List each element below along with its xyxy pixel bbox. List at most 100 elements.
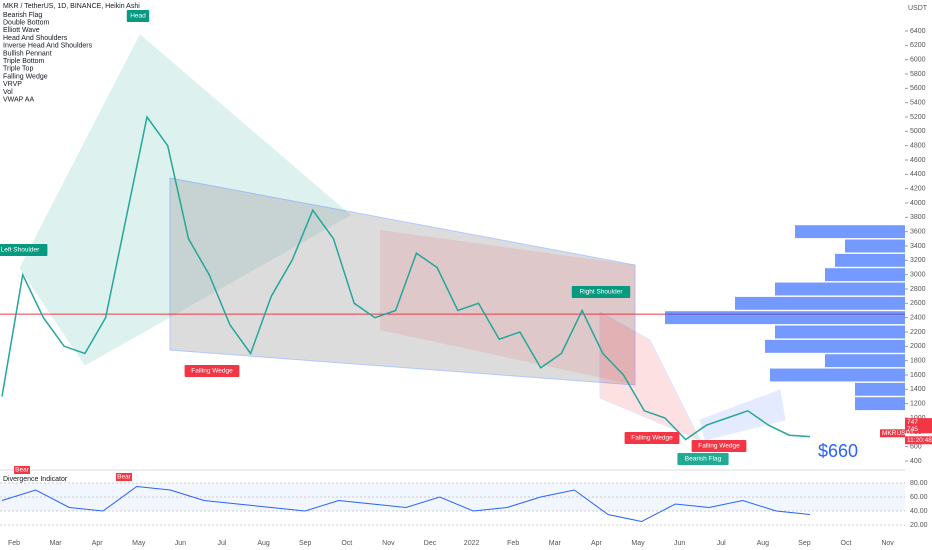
chart-title: MKR / TetherUS, 1D, BINANCE, Heikin Ashi [3, 3, 140, 10]
annotation-box [691, 440, 747, 452]
indicator-item: Inverse Head And Shoulders [3, 43, 93, 50]
indicator-item: Double Bottom [3, 20, 49, 27]
y-tick-label: 4200 [910, 186, 926, 193]
x-tick-label: Jun [175, 540, 186, 547]
y-tick-label: 4600 [910, 157, 926, 164]
annotation-box [571, 286, 631, 298]
x-tick-label: Feb [8, 540, 20, 547]
annotation-box [0, 244, 48, 256]
annotation-box [677, 453, 729, 465]
x-tick-label: Jul [218, 540, 227, 547]
y-tick-label: 2000 [910, 343, 926, 350]
signal-label: Bear [15, 467, 30, 474]
y-tick-label: 600 [910, 444, 922, 451]
series-line [1, 485, 811, 523]
volume-profile-bar [845, 239, 905, 253]
price-callout: $660 [818, 441, 858, 461]
price-label: 745 [907, 426, 918, 433]
y-tick-label: 3200 [910, 257, 926, 264]
y-tick-label: 3600 [910, 229, 926, 236]
volume-profile-bar [855, 397, 905, 411]
y-tick-label: 6400 [910, 28, 926, 35]
y-tick-label: 1800 [910, 358, 926, 365]
indicator-item: Bearish Flag [3, 12, 42, 19]
price-label-box [905, 418, 932, 427]
y-tick-label: 60.00 [910, 494, 928, 501]
indicator-item: Vol [3, 89, 13, 96]
x-tick-label: May [631, 540, 645, 547]
price-label: 747 [907, 419, 918, 426]
y-tick-label: 20.00 [910, 522, 928, 529]
y-tick-label: 400 [910, 458, 922, 465]
x-tick-label: Dec [424, 540, 437, 547]
bearish-flag [699, 389, 786, 441]
y-tick-label: 4000 [910, 200, 926, 207]
y-tick-label: 3000 [910, 272, 926, 279]
y-tick-label: 1400 [910, 386, 926, 393]
volume-profile-bar [665, 311, 905, 325]
annotation-label: Right Shoulder [580, 289, 624, 296]
indicator-title: Divergence Indicator [3, 476, 68, 483]
countdown: 11:20:48 [907, 437, 932, 444]
annotation-box [184, 365, 240, 377]
x-tick-label: Nov [881, 540, 894, 547]
y-tick-label: 5600 [910, 85, 926, 92]
wedge-pattern [169, 177, 636, 386]
x-tick-label: Jul [717, 540, 726, 547]
indicator-item: Bullish Pennant [3, 50, 52, 57]
volume-profile-bar [775, 325, 905, 339]
indicator-item: VWAP AA [3, 97, 34, 104]
y-tick-label: 2400 [910, 315, 926, 322]
annotation-label: Head [130, 13, 146, 20]
x-tick-label: Mar [50, 540, 63, 547]
volume-profile-bar [775, 282, 905, 296]
volume-profile-bar [835, 253, 905, 267]
x-tick-label: Sep [299, 540, 312, 547]
signal-label: Bear [117, 474, 132, 481]
y-tick-label: 2600 [910, 300, 926, 307]
annotation-label: Bearish Flag [685, 456, 722, 463]
x-tick-label: 2022 [464, 540, 480, 547]
symbol-tag: MKRUSDT [882, 430, 914, 437]
indicator-item: VRVP [3, 81, 22, 88]
x-tick-label: Aug [257, 540, 270, 547]
annotation-box [624, 432, 680, 444]
pink-zone [380, 230, 635, 385]
indicator-item: Triple Top [3, 66, 33, 73]
volume-profile-bar [735, 296, 905, 310]
y-tick-label: 2200 [910, 329, 926, 336]
y-tick-label: 3400 [910, 243, 926, 250]
volume-profile-bar [765, 339, 905, 353]
price-label-box [905, 425, 932, 434]
y-tick-label: 5400 [910, 100, 926, 107]
x-tick-label: Nov [382, 540, 395, 547]
x-tick-label: Oct [841, 540, 852, 547]
y-tick-label: 5000 [910, 128, 926, 135]
x-tick-label: Apr [591, 540, 603, 547]
indicator-item: Elliott Wave [3, 27, 40, 34]
x-tick-label: Aug [757, 540, 770, 547]
y-tick-label: 80.00 [910, 480, 928, 487]
annotation-box [126, 10, 150, 22]
x-tick-label: Oct [341, 540, 352, 547]
volume-profile-bar [855, 382, 905, 396]
signal-box [116, 473, 132, 481]
series-line [1, 115, 811, 441]
indicator-item: Head And Shoulders [3, 35, 68, 42]
volume-profile-bar [795, 225, 905, 239]
symbol-tag-box [880, 429, 905, 438]
signal-box [14, 466, 30, 474]
y-tick-label: 4400 [910, 171, 926, 178]
annotation-label: Falling Wedge [698, 443, 740, 450]
y-tick-label: 5200 [910, 114, 926, 121]
volume-profile-bar [770, 368, 905, 382]
x-tick-label: Feb [507, 540, 519, 547]
volume-profile-bar [825, 268, 905, 282]
y-tick-label: 40.00 [910, 508, 928, 515]
y-tick-label: 2800 [910, 286, 926, 293]
annotation-label: Left Shoulder [1, 247, 41, 254]
head-shoulders-pattern [19, 34, 351, 366]
indicator-item: Triple Bottom [3, 58, 45, 65]
x-tick-label: Apr [92, 540, 104, 547]
